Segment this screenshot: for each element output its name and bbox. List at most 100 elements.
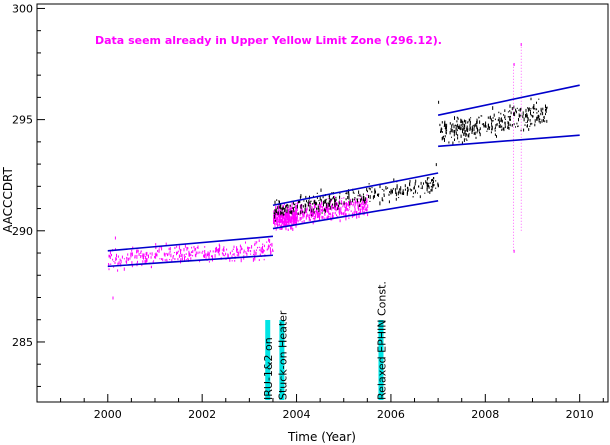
data-point [356,214,358,219]
data-point [285,220,287,222]
data-point [340,203,342,205]
data-point [457,134,459,137]
data-point [454,124,456,126]
data-point [112,258,114,261]
data-point [339,202,341,204]
data-point [480,115,482,117]
data-point [185,256,186,258]
data-point [407,187,409,191]
data-point [129,257,131,260]
data-point [424,192,426,194]
data-point [396,186,398,189]
data-point [476,120,478,124]
data-point [288,209,290,211]
data-point [361,206,363,210]
data-point [316,197,318,199]
data-point [339,195,341,199]
data-point [195,251,197,255]
data-point [275,208,277,212]
data-point [157,250,159,253]
data-point [290,215,292,218]
data-point [211,255,212,258]
data-point [309,205,311,209]
data-point [466,130,468,132]
data-point [351,215,353,218]
data-point [284,222,286,227]
data-point [454,130,456,133]
data-point [227,254,229,258]
data-point [321,205,323,208]
data-point [391,191,393,194]
data-point [245,251,247,253]
data-point [539,118,541,120]
data-point [440,128,442,133]
data-point [353,192,355,194]
x-tick-label: 2008 [471,408,499,421]
data-point [428,177,430,179]
data-point [379,184,381,189]
data-point [116,253,117,258]
data-point [263,244,265,248]
data-point [522,115,524,119]
data-point [314,212,315,215]
data-point [347,210,349,212]
data-point [364,208,366,211]
data-point [310,200,312,202]
data-point [418,185,419,188]
data-point [283,216,285,219]
data-point [311,211,313,214]
data-point [403,192,405,195]
data-point [247,246,249,251]
data-point [332,203,334,206]
data-point [176,245,178,248]
data-point [413,187,415,190]
data-point [285,212,287,217]
data-point [276,219,277,223]
data-point [330,198,332,201]
data-point [337,203,338,207]
data-point [259,253,261,256]
data-point [199,259,201,263]
data-point [320,208,322,211]
data-point [346,191,348,195]
data-point [329,206,331,210]
data-point [270,250,272,254]
data-point [471,128,473,131]
data-point [398,197,400,199]
data-point [195,254,197,258]
data-point [289,207,291,212]
data-point [301,208,303,212]
data-point [277,206,279,210]
data-point [215,247,217,250]
data-point [296,209,298,211]
data-point [344,207,346,209]
data-point [475,136,477,139]
data-point [523,117,525,122]
data-point [286,216,288,219]
axis-ticks: 2000 2002 2004 2006 2008 2010 285 290 295 300 [12,2,604,421]
y-tick-label: 295 [12,114,33,127]
data-point [166,258,168,262]
data-point [350,210,352,212]
data-point [130,254,132,258]
y-tick-label: 300 [12,2,33,15]
data-point [294,223,296,225]
data-point [294,220,296,223]
data-point [274,211,276,215]
data-point [301,220,303,223]
data-point [324,217,326,221]
data-point [281,218,283,221]
data-point [476,131,478,134]
data-point [382,199,384,202]
data-point [455,127,457,131]
data-point [451,136,452,138]
data-point [168,253,170,255]
limit-line [107,235,274,252]
data-point [518,109,520,111]
data-point [368,183,370,185]
data-point [334,202,336,206]
data-point [271,243,273,247]
data-point [174,246,176,250]
data-point [348,200,349,204]
